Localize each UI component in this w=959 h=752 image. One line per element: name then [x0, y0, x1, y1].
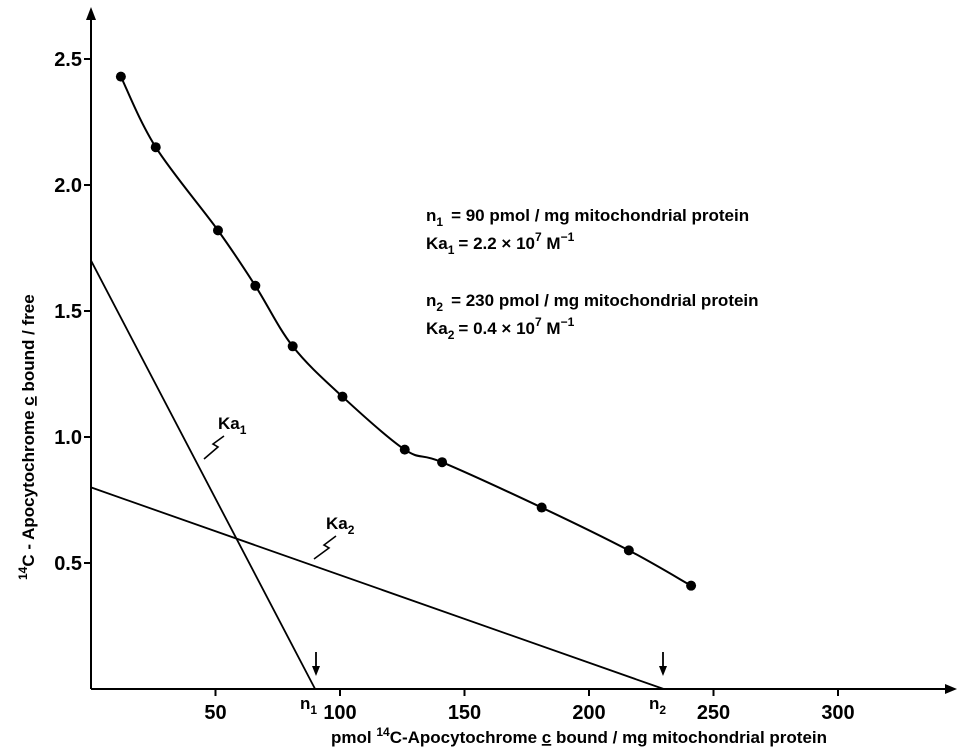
x-axis-title: pmol 14C-Apocytochrome c bound / mg mito…	[331, 725, 827, 747]
y-axis-arrowhead	[86, 7, 96, 20]
axes	[86, 7, 957, 694]
ticks: 50 100 150 200 250 300 0.5 1.0 1.5 2.0 2.5	[54, 49, 855, 724]
intercept-arrow-n2	[659, 652, 667, 676]
x-tick-label: 200	[572, 702, 605, 724]
data-points	[115, 71, 697, 591]
line-label-ka1: Ka1	[218, 414, 247, 437]
y-axis-title: 14C - Apocytochrome c bound / free	[16, 294, 38, 580]
x-axis-arrowhead	[945, 684, 957, 694]
annotation-ka1: Ka1 = 2.2 × 107 M−1	[426, 230, 575, 257]
x-tick-label: 50	[204, 702, 226, 724]
y-tick-label: 2.0	[54, 175, 82, 197]
component-lines	[90, 260, 664, 690]
data-point	[623, 545, 634, 556]
annotation-n1: n1 = 90 pmol / mg mitochondrial protein	[426, 206, 749, 229]
line-label-ka2: Ka2	[326, 514, 355, 537]
x-tick-label: 250	[697, 702, 730, 724]
data-point	[150, 142, 161, 153]
data-point	[115, 71, 126, 82]
y-tick-label: 1.0	[54, 427, 82, 449]
fitted-curve	[119, 76, 692, 587]
component-line-1	[90, 260, 316, 690]
x-tick-label: 150	[448, 702, 481, 724]
x-tick-label: 300	[821, 702, 854, 724]
ka1-pointer	[203, 435, 225, 460]
y-tick-label: 0.5	[54, 553, 82, 575]
ka2-pointer	[313, 535, 337, 560]
y-tick-label: 2.5	[54, 49, 82, 71]
data-point	[287, 341, 298, 352]
data-point	[437, 457, 448, 468]
data-point	[399, 444, 410, 455]
intercept-arrow-n1	[312, 652, 320, 676]
x-tick-label: 100	[323, 702, 356, 724]
annotation-n2: n2 = 230 pmol / mg mitochondrial protein	[426, 291, 759, 314]
annotation-ka2: Ka2 = 0.4 × 107 M−1	[426, 315, 575, 342]
y-tick-label: 1.5	[54, 301, 82, 323]
intercept-label-n2: n2	[649, 694, 666, 717]
data-point	[536, 502, 547, 513]
data-point	[212, 225, 223, 236]
binding-curve	[119, 76, 692, 587]
data-point	[250, 280, 261, 291]
component-line-2	[90, 486, 664, 690]
data-point	[686, 580, 697, 591]
data-point	[337, 391, 348, 402]
intercept-label-n1: n1	[300, 694, 317, 717]
